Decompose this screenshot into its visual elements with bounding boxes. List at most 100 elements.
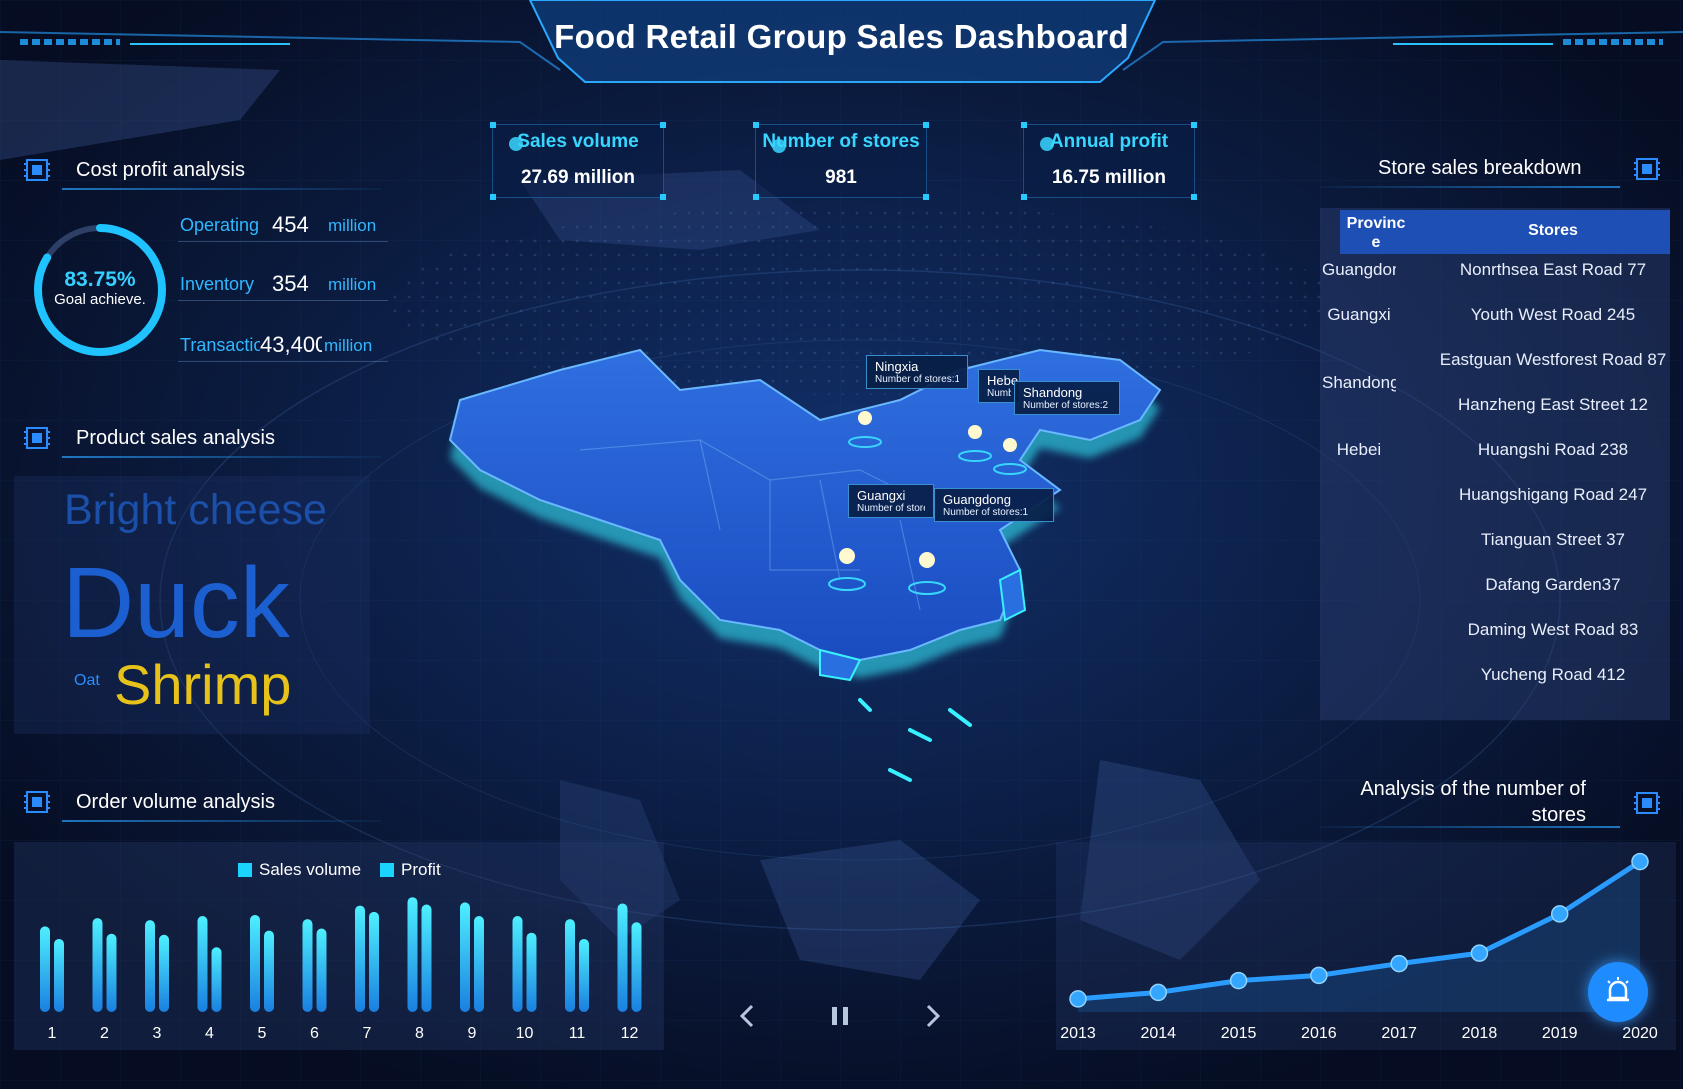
tooltip-detail: Number of stores:2 xyxy=(1023,400,1109,411)
bar-sales-volume[interactable] xyxy=(460,902,470,1012)
x-tick-label: 8 xyxy=(415,1025,424,1042)
bar-profit[interactable] xyxy=(526,932,537,1012)
store-sales-table: Province Stores Nonrthsea East Road 77 Gu… xyxy=(1320,208,1670,720)
kpi-icon xyxy=(509,137,523,151)
header: Food Retail Group Sales Dashboard xyxy=(0,0,1683,90)
legend-sales-volume[interactable]: Sales volume xyxy=(238,860,361,880)
bar-sales-volume[interactable] xyxy=(197,916,208,1012)
kpi-label: Number of stores xyxy=(762,131,920,152)
legend-profit[interactable]: Profit xyxy=(380,860,441,880)
tooltip-region: Guangxi xyxy=(857,488,906,503)
x-tick-label: 6 xyxy=(310,1025,319,1042)
section-store-count: Analysis of the number of stores xyxy=(1320,776,1670,828)
bar-profit[interactable] xyxy=(159,934,169,1012)
kpi-icon xyxy=(1040,137,1054,151)
bar-profit[interactable] xyxy=(579,938,589,1012)
bar-profit[interactable] xyxy=(421,904,432,1012)
bar-profit[interactable] xyxy=(316,928,327,1012)
metric-value: 43,400 xyxy=(260,332,322,357)
bar-sales-volume[interactable] xyxy=(407,897,418,1012)
x-tick-label: 5 xyxy=(258,1025,267,1042)
bar-sales-volume[interactable] xyxy=(565,919,575,1012)
bar-profit[interactable] xyxy=(474,916,484,1012)
kpi-value: 16.75 million xyxy=(1051,167,1167,188)
tooltip-detail: Number of stores:1 xyxy=(987,388,1011,399)
kpi-number-of-stores: Number of stores 981 xyxy=(753,122,929,200)
data-point[interactable] xyxy=(1149,983,1168,1002)
chevron-left-icon[interactable] xyxy=(728,996,768,1036)
data-point[interactable] xyxy=(1631,852,1649,871)
table-header: Province Stores xyxy=(1340,210,1670,254)
data-point[interactable] xyxy=(1470,944,1489,962)
tooltip-region: Guangdong xyxy=(943,492,1011,507)
bar-profit[interactable] xyxy=(211,947,222,1012)
x-tick-label: 2019 xyxy=(1542,1025,1578,1042)
legend-label: Profit xyxy=(401,860,441,879)
word-shrimp: Shrimp xyxy=(114,653,292,716)
table-cell-store: Hanzheng East Street 12 xyxy=(1458,395,1648,414)
data-point[interactable] xyxy=(1550,905,1569,923)
bar-profit[interactable] xyxy=(631,922,642,1012)
chevron-right-icon[interactable] xyxy=(912,996,952,1036)
x-tick-label: 3 xyxy=(153,1025,162,1042)
word-oat: Oat xyxy=(74,672,100,689)
goal-label: Goal achieve. xyxy=(54,291,146,308)
header-frame xyxy=(0,0,1683,83)
pause-icon[interactable] xyxy=(820,996,860,1036)
section-product-sales: Product sales analysis xyxy=(22,418,382,458)
metric-label: Operating xyxy=(180,215,260,235)
kpi-value: 981 xyxy=(825,167,857,188)
table-cell-store: Tianguan Street 37 xyxy=(1481,530,1625,549)
x-tick-label: 10 xyxy=(516,1025,534,1042)
bar-sales-volume[interactable] xyxy=(302,919,313,1012)
bar-sales-volume[interactable] xyxy=(250,914,260,1012)
kpi-value: 27.69 million xyxy=(520,167,636,188)
word-bright-cheese: Bright cheese xyxy=(64,486,327,534)
x-tick-label: 11 xyxy=(569,1025,586,1042)
store-count-panel xyxy=(1056,842,1676,1050)
column-header-stores: Stores xyxy=(1528,222,1578,239)
table-cell-store: Daming West Road 83 xyxy=(1467,620,1639,639)
section-order-volume: Order volume analysis xyxy=(22,782,382,822)
section-chip-icon xyxy=(1634,792,1660,814)
data-point[interactable] xyxy=(1069,990,1087,1008)
bar-profit[interactable] xyxy=(106,933,117,1012)
bar-sales-volume[interactable] xyxy=(92,918,103,1012)
legend-label: Sales volume xyxy=(259,860,362,879)
bar-sales-volume[interactable] xyxy=(355,905,365,1012)
column-header-province: Province xyxy=(1346,215,1406,251)
x-tick-label: 2014 xyxy=(1140,1025,1176,1042)
bar-sales-volume[interactable] xyxy=(617,903,628,1012)
goal-gauge xyxy=(34,224,166,356)
bar-sales-volume[interactable] xyxy=(145,920,155,1012)
section-title: Order volume analysis xyxy=(76,790,275,813)
tooltip-region: Shandong xyxy=(1023,385,1083,400)
x-tick-label: 2013 xyxy=(1060,1025,1096,1042)
table-cell-store: Eastguan Westforest Road 87 xyxy=(1439,350,1667,369)
section-chip-icon xyxy=(24,159,50,181)
store-count-line-chart: 2013 2014 2015 2016 2017 2018 2019 2020 xyxy=(1060,852,1658,1042)
bar-profit[interactable] xyxy=(264,930,274,1012)
bar-sales-volume[interactable] xyxy=(512,916,523,1012)
bar-profit[interactable] xyxy=(54,938,64,1012)
table-cell-store: Huangshigang Road 247 xyxy=(1458,485,1648,504)
map-tooltip-shandong: Shandong Number of stores:2 xyxy=(1014,381,1120,415)
china-map xyxy=(448,348,1162,782)
bar-profit[interactable] xyxy=(369,911,379,1012)
table-cell-province: Guangdong xyxy=(1322,260,1396,279)
x-tick-label: 7 xyxy=(363,1025,372,1042)
data-point[interactable] xyxy=(1390,954,1408,973)
table-cell-store: Nonrthsea East Road 77 xyxy=(1459,260,1647,279)
legend-swatch xyxy=(380,863,394,877)
section-chip-icon xyxy=(24,791,50,813)
x-tick-label: 1 xyxy=(48,1025,57,1042)
tooltip-region: Ningxia xyxy=(875,359,919,374)
section-store-sales: Store sales breakdown xyxy=(1320,148,1670,188)
metric-inventory: Inventory 354 million xyxy=(178,267,388,301)
bar-sales-volume[interactable] xyxy=(40,926,50,1012)
data-point[interactable] xyxy=(1310,966,1328,985)
data-point[interactable] xyxy=(1229,971,1248,990)
tooltip-detail: Number of stores:1 xyxy=(857,503,925,514)
alarm-button[interactable] xyxy=(1588,962,1648,1022)
metric-value: 454 xyxy=(272,212,309,237)
